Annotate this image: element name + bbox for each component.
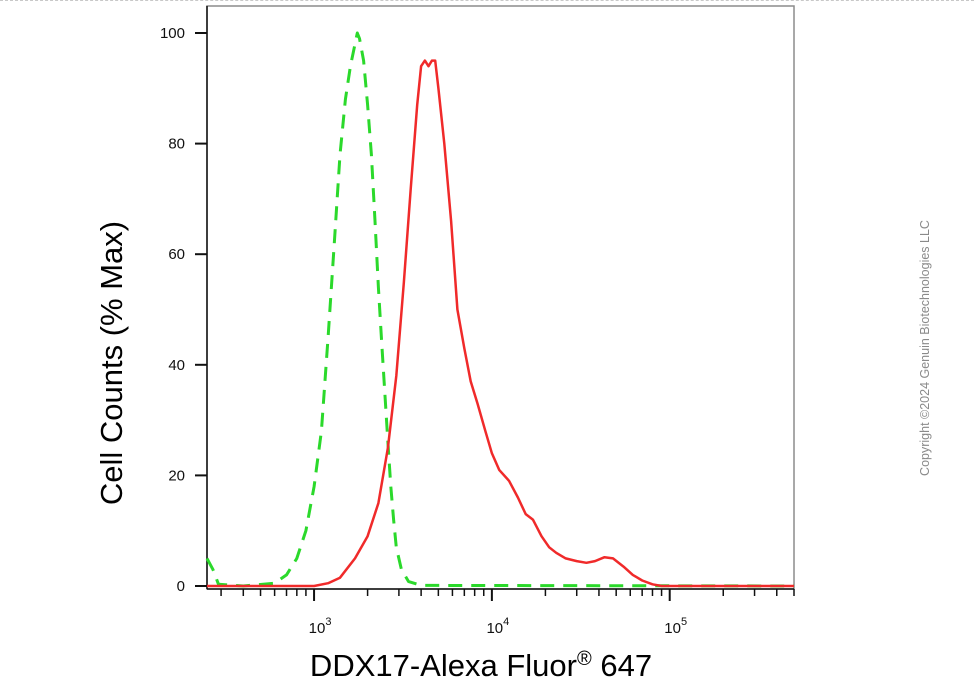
top-dashed-rule bbox=[0, 0, 974, 1]
dashed-series-line bbox=[205, 31, 795, 588]
x-tick-label-base: 10 bbox=[486, 620, 503, 637]
x-tick-label: 105 bbox=[664, 616, 687, 637]
plot-frame bbox=[206, 5, 795, 590]
y-tick-label: 20 bbox=[168, 467, 185, 484]
solid-series-line bbox=[207, 59, 794, 588]
y-tick-label: 40 bbox=[168, 357, 185, 374]
y-tick-label: 100 bbox=[160, 25, 185, 42]
x-tick-label: 103 bbox=[309, 616, 332, 637]
x-tick-label-base: 10 bbox=[664, 620, 681, 637]
x-tick-label-base: 10 bbox=[309, 620, 326, 637]
x-axis-label-tail: 647 bbox=[591, 648, 653, 683]
series-layer bbox=[205, 31, 795, 588]
x-tick-label: 104 bbox=[486, 616, 509, 637]
x-axis-label: DDX17-Alexa Fluor® 647 bbox=[310, 648, 652, 684]
copyright-watermark: Copyright ©2024 Genuin Biotechnologies L… bbox=[918, 220, 932, 476]
x-tick-label-exponent: 5 bbox=[681, 616, 687, 628]
x-tick-label-exponent: 4 bbox=[503, 616, 509, 628]
x-tick-label-exponent: 3 bbox=[325, 616, 331, 628]
y-axis-label: Cell Counts (% Max) bbox=[94, 220, 129, 506]
y-tick-label: 80 bbox=[168, 136, 185, 153]
y-tick-label: 0 bbox=[177, 578, 185, 595]
x-axis-label-registered-mark: ® bbox=[576, 648, 592, 670]
x-axis-label-main: DDX17-Alexa Fluor bbox=[309, 648, 577, 683]
y-tick-label: 60 bbox=[168, 246, 185, 263]
